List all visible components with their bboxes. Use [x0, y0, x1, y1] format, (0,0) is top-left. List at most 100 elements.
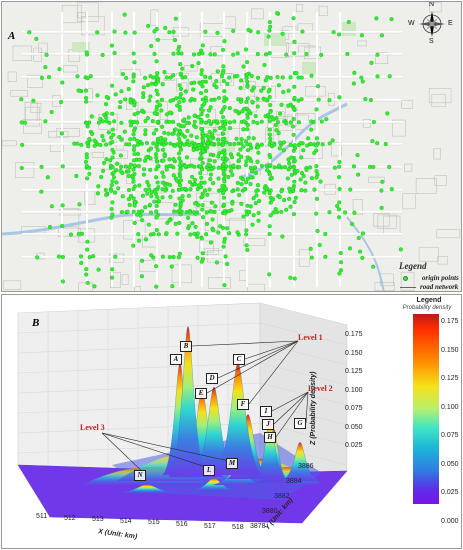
origin-point: [245, 96, 250, 101]
origin-point: [222, 89, 227, 94]
origin-point: [162, 130, 167, 135]
origin-point: [160, 82, 165, 87]
origin-point: [209, 167, 214, 172]
origin-point: [154, 59, 159, 64]
origin-point: [227, 231, 232, 236]
origin-point: [227, 142, 233, 147]
city-block: [48, 130, 69, 138]
origin-point: [107, 120, 112, 125]
origin-point: [222, 211, 228, 216]
park-area: [72, 42, 90, 52]
origin-point: [163, 137, 168, 142]
city-block: [276, 111, 285, 119]
leader-line: [206, 340, 299, 394]
origin-point: [267, 172, 272, 177]
origin-point: [225, 81, 230, 87]
origin-point: [190, 64, 195, 69]
origin-point: [190, 140, 195, 145]
origin-point: [319, 52, 324, 57]
origin-point: [154, 175, 159, 180]
origin-point: [95, 93, 100, 98]
origin-point: [148, 146, 153, 151]
colorbar-tick: 0.100: [441, 403, 459, 411]
origin-point: [146, 23, 151, 28]
origin-point: [286, 103, 291, 108]
origin-point: [174, 178, 180, 183]
origin-point: [338, 268, 344, 273]
origin-point: [287, 161, 292, 166]
origin-point: [183, 89, 188, 94]
origin-point: [187, 179, 192, 185]
origin-point: [132, 136, 137, 141]
origin-point: [244, 180, 249, 185]
origin-point: [173, 202, 178, 207]
origin-point: [195, 231, 200, 236]
origin-point: [203, 188, 208, 193]
origin-point: [244, 100, 249, 105]
origin-point: [43, 65, 48, 70]
origin-point: [284, 52, 289, 57]
origin-point: [85, 280, 90, 285]
origin-point: [167, 110, 173, 115]
origin-point: [251, 196, 256, 201]
origin-point: [259, 119, 264, 124]
origin-point: [99, 174, 104, 180]
origin-point: [112, 119, 117, 124]
origin-point: [263, 97, 268, 102]
origin-point: [182, 117, 187, 122]
origin-point: [223, 186, 228, 191]
origin-point: [141, 94, 146, 100]
city-block: [208, 277, 231, 289]
origin-point: [147, 98, 152, 103]
city-block: [25, 106, 40, 127]
origin-point: [320, 142, 325, 147]
origin-point: [200, 108, 205, 113]
origin-point: [224, 157, 229, 162]
origin-point: [243, 163, 249, 168]
origin-point: [201, 138, 206, 143]
y-tick: 3880: [262, 508, 278, 515]
origin-point: [189, 163, 194, 168]
origin-point: [191, 210, 197, 215]
origin-point: [283, 165, 288, 170]
origin-point: [195, 234, 200, 239]
origin-point: [198, 164, 203, 169]
origin-point: [336, 207, 342, 212]
origin-point: [288, 75, 293, 80]
origin-point: [231, 163, 236, 168]
origin-point: [212, 52, 217, 57]
origin-point: [337, 215, 342, 220]
origin-point: [192, 80, 197, 85]
grid-line: [259, 342, 348, 366]
origin-point: [109, 135, 114, 140]
origin-point: [288, 142, 293, 147]
origin-point: [127, 142, 132, 147]
origin-point: [312, 150, 317, 156]
origin-point: [292, 200, 297, 205]
origin-point: [295, 168, 300, 174]
y-tick: 3886: [298, 463, 314, 470]
road-line-icon: [400, 286, 416, 288]
origin-point: [309, 255, 314, 260]
origin-point: [196, 61, 201, 66]
z-tick: 0.150: [345, 349, 363, 357]
origin-point: [132, 128, 137, 133]
origin-point: [119, 164, 124, 169]
origin-point: [239, 182, 244, 187]
grid-line: [259, 402, 348, 426]
origin-point: [140, 108, 145, 113]
origin-point: [184, 155, 190, 160]
origin-point: [84, 120, 89, 126]
origin-point: [159, 108, 164, 113]
origin-point: [185, 139, 190, 144]
origin-point: [208, 122, 213, 127]
origin-point: [218, 224, 223, 229]
city-block: [121, 274, 129, 285]
origin-point: [178, 147, 183, 152]
origin-point: [235, 230, 240, 235]
origin-point: [75, 141, 80, 146]
colorbar-tick: 0.150: [441, 346, 459, 354]
origin-point: [216, 230, 221, 235]
city-block: [247, 95, 258, 113]
origin-point: [103, 102, 109, 107]
